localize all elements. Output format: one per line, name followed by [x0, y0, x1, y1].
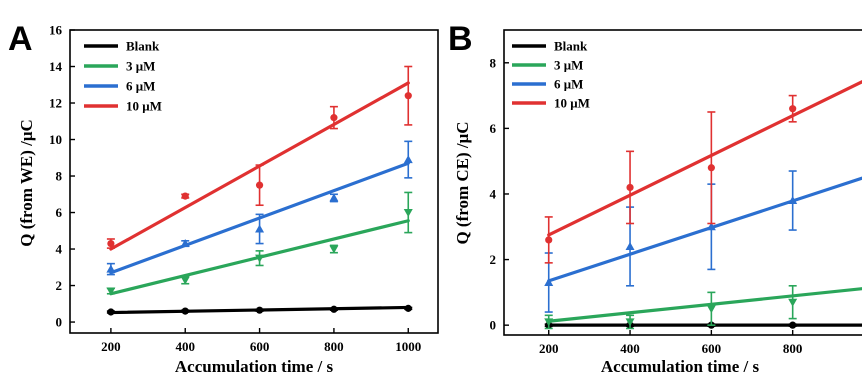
panel-b-data-point	[706, 305, 716, 314]
panel-a-y-tick-label: 12	[49, 96, 62, 111]
panel-a-data-point	[107, 308, 115, 316]
panel-b-x-tick-label: 600	[702, 341, 722, 356]
panel-b-letter: B	[448, 20, 473, 58]
panel-b-data-point	[545, 236, 553, 244]
panel-a-series-3	[106, 65, 413, 251]
panel-b-data-point	[544, 278, 554, 287]
panel-b-data-point	[625, 318, 635, 327]
panel-b-legend-label: 6 μM	[554, 77, 583, 92]
panel-b-series-1	[544, 285, 862, 330]
panel-a-data-point	[181, 307, 189, 315]
panel-a-y-tick-label: 2	[56, 278, 63, 293]
panel-a-legend-label: 6 μM	[126, 79, 155, 94]
panel-a-legend-label: Blank	[126, 39, 160, 54]
panel-a-data-point	[330, 114, 338, 122]
panel-b-y-axis-label: Q (from CE) /μC	[453, 121, 472, 244]
panel-a-y-tick-label: 4	[56, 242, 63, 257]
panel-b-series-2	[544, 170, 862, 313]
panel-a-data-point	[107, 239, 115, 248]
panel-b-data-point	[789, 105, 797, 113]
panel-a-letter: A	[8, 20, 33, 58]
panel-a-data-point	[329, 193, 339, 202]
panel-a-data-point	[255, 181, 264, 189]
panel-a-data-point	[106, 287, 116, 296]
panel-b-fit-line	[547, 287, 862, 323]
panel-b-y-tick-label: 8	[490, 55, 497, 70]
panel-a-data-point	[404, 92, 412, 100]
panel-a-data-point	[404, 304, 412, 312]
panel-b-data-point	[626, 183, 634, 192]
panel-b-legend-label: 10 μM	[554, 96, 590, 111]
panel-a-y-tick-label: 10	[49, 132, 62, 147]
panel-a: A 200 400 600 800 1000 0 2 4 6 8 10 12 14 16 Blank 3 μ…	[8, 20, 439, 376]
panel-b-legend-label: Blank	[554, 39, 588, 54]
panel-a-plot-frame	[69, 29, 439, 334]
panel-a-y-tick-label: 6	[56, 205, 63, 220]
panel-b-fit-line	[547, 176, 862, 283]
panel-a-series-1	[106, 191, 413, 296]
panel-a-data-point	[106, 264, 116, 273]
panel-a-y-axis-label: Q (from WE) /μC	[17, 119, 36, 247]
panel-b-x-tick-label: 800	[783, 341, 803, 356]
panel-a-series-2	[106, 140, 413, 276]
panel-a-data-point	[403, 209, 413, 218]
panel-b-series-3	[544, 80, 862, 264]
panel-b-data-point	[789, 321, 797, 329]
panel-a-y-tick-label: 16	[49, 23, 63, 38]
panel-a-y-tick-label: 14	[49, 59, 63, 74]
panel-a-x-tick-label: 1000	[395, 339, 421, 354]
panel-b-x-tick-label: 400	[620, 341, 640, 356]
panel-b-x-axis-label: Accumulation time / s	[601, 357, 760, 376]
panel-a-data-point	[255, 224, 265, 233]
panel-a-data-point	[180, 239, 190, 248]
panel-a-x-tick-label: 800	[324, 339, 344, 354]
panel-b-fit-line	[547, 80, 862, 237]
panel-a-x-tick-label: 400	[175, 339, 195, 354]
panel-b-plot-frame	[503, 29, 862, 336]
panel-a-data-point	[330, 305, 338, 313]
panel-b-y-tick-label: 4	[490, 186, 497, 201]
panel-a-x-tick-label: 600	[250, 339, 270, 354]
panel-a-data-point	[255, 254, 265, 263]
panel-b-data-point	[788, 298, 798, 307]
panel-a-data-point	[255, 306, 264, 314]
panel-a-data-point	[403, 155, 413, 164]
panel-a-data-point	[181, 192, 189, 200]
panel-a-legend-label: 3 μM	[126, 59, 155, 74]
panel-b-legend-label: 3 μM	[554, 58, 583, 73]
panel-a-legend-label: 10 μM	[126, 99, 162, 114]
panel-b-y-tick-label: 0	[490, 318, 497, 333]
panel-b-data-point	[707, 164, 715, 172]
panel-a-x-tick-label: 200	[101, 339, 121, 354]
panel-b-series-0	[544, 321, 862, 329]
panel-a-x-axis-label: Accumulation time / s	[175, 357, 334, 376]
panel-a-y-tick-label: 0	[56, 315, 63, 330]
panel-a-y-tick-label: 8	[56, 169, 63, 184]
panel-a-data-point	[329, 245, 339, 254]
panel-b-data-point	[544, 318, 554, 327]
panel-a-series-0	[106, 304, 413, 316]
panel-b-data-point	[706, 222, 716, 231]
panel-b-data-point	[788, 196, 798, 205]
panel-b-y-tick-label: 2	[490, 252, 497, 267]
panel-b-y-tick-label: 6	[490, 121, 497, 136]
panel-b-x-tick-label: 200	[539, 341, 559, 356]
panel-b-data-point	[625, 241, 635, 250]
panel-a-data-point	[180, 276, 190, 285]
